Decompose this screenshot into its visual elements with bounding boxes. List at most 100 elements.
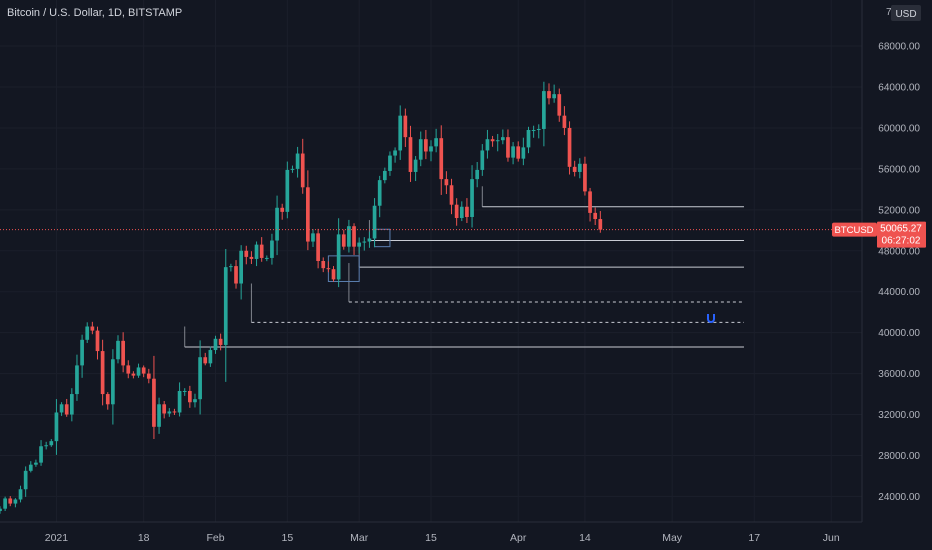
candle-body [500,137,505,141]
candle-body [285,169,290,212]
candle-body [39,446,43,463]
candle-body [270,240,274,258]
candle-body [223,267,228,345]
time-tick-label: May [662,532,683,544]
price-tick-label: 24000.00 [878,492,920,503]
price-tick-label: 28000.00 [878,451,920,462]
time-axis-ticks: 2021 18 Feb 15 Mar 15 Apr 14 May 17 Jun [45,532,840,544]
candle-body [0,508,2,512]
candle-body [388,155,392,171]
candle-body [480,150,485,170]
candle-body [187,390,192,403]
candle-body [336,234,341,280]
candle-body [203,357,208,364]
current-price-badge [877,221,926,248]
grid [0,0,862,522]
currency-badge[interactable] [891,5,921,21]
candles [0,81,603,514]
candle-body [598,219,603,230]
candle-body [264,257,269,259]
candle-body [495,140,500,142]
price-tick-label: 40000.00 [878,328,920,339]
price-tick-label: 48000.00 [878,246,920,257]
time-tick-label: 17 [748,532,760,544]
candle-body [146,373,151,379]
currency-label: USD [895,9,916,20]
price-tick-label: 68000.00 [878,42,920,53]
candle-body [542,91,546,129]
candle-body [54,412,59,442]
time-tick-label: Apr [510,532,527,544]
time-tick-label: 15 [425,532,437,544]
time-axis[interactable]: 2021 18 Feb 15 Mar 15 Apr 14 May 17 Jun [0,521,862,544]
candle-body [331,269,336,280]
price-tick-label: 52000.00 [878,205,920,216]
candle-body [593,212,598,220]
candle-body [547,91,551,99]
candle-body [116,340,120,360]
price-tick-label: 32000.00 [878,410,920,421]
candle-body [583,163,587,192]
candle-body [69,394,74,415]
candle-body [367,238,372,242]
candle-body [516,146,521,159]
candle-body [249,256,254,259]
candle-body [136,367,141,376]
candle-body [162,404,167,414]
price-axis[interactable]: 24000.00 28000.00 32000.00 36000.00 40000.00… [832,0,932,522]
candle-body [306,187,310,242]
candle-body [572,166,577,172]
candle-body [259,244,264,258]
candle-body [59,404,64,413]
candle-body [182,390,187,392]
candle-body [362,241,367,243]
candle-body [295,153,300,169]
price-tick-label: 64000.00 [878,83,920,94]
candle-body [193,399,197,403]
candle-body [347,226,351,247]
candle-body [588,191,592,213]
candle-body [577,163,582,172]
candle-body [167,411,172,414]
candle-body [557,94,562,116]
symbol-badge-text: BTCUSD [834,225,873,236]
candle-body [23,470,28,490]
candle-body [408,137,413,172]
bar-countdown: 06:27:02 [882,236,921,247]
candle-body [562,115,567,128]
candle-body [8,498,13,504]
candle-body [398,115,403,151]
time-tick-label: 2021 [45,532,69,544]
time-tick-label: 18 [138,532,150,544]
candle-body [13,499,18,504]
chart-title: Bitcoin / U.S. Dollar, 1D, BITSTAMP [7,7,183,19]
candle-body [213,338,218,351]
candle-body [511,146,515,158]
candle-body [254,244,259,259]
current-price-value: 50065.27 [880,224,922,235]
candle-body [75,365,79,395]
symbol-price-label: BTCUSD 50065.27 06:27:02 [832,221,926,248]
candle-body [49,441,54,446]
candle-body [275,207,279,241]
candle-body [126,365,131,374]
time-tick-label: 15 [281,532,293,544]
candle-body [485,139,490,151]
candle-body [434,138,438,147]
time-tick-label: Mar [350,532,369,544]
candle-body [490,139,495,142]
candle-body [244,250,249,257]
candle-body [357,242,362,247]
candle-body [152,378,156,427]
candle-body [341,234,346,247]
candle-body [521,147,526,159]
candle-body [157,404,161,427]
candle-body [80,339,84,366]
candle-body [234,266,238,284]
candle-body [239,250,244,284]
time-tick-label: Feb [206,532,224,544]
candle-body [208,350,213,364]
time-tick-label: 14 [579,532,591,544]
magnet-icon[interactable] [707,314,715,323]
